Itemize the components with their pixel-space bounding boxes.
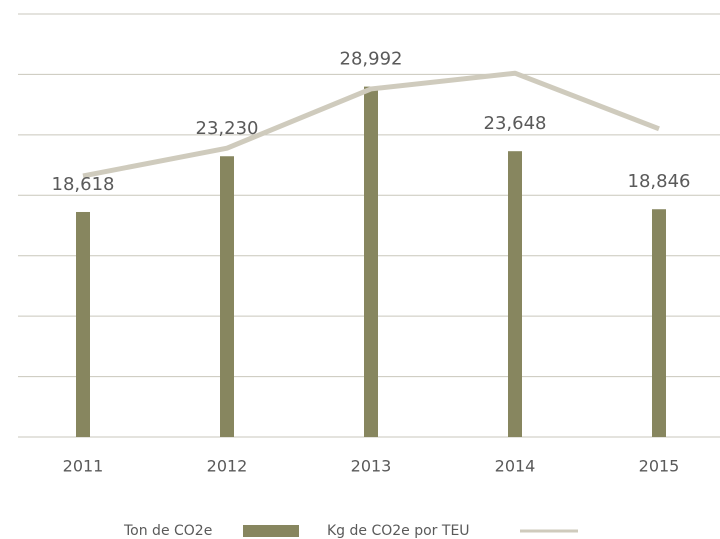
bar — [652, 209, 666, 437]
bar — [76, 211, 90, 437]
data-label: 18,846 — [628, 171, 691, 192]
line — [82, 70, 660, 179]
bar — [220, 156, 234, 438]
x-tick-label: 2014 — [495, 457, 536, 476]
x-tick-label: 2015 — [639, 457, 680, 476]
x-tick-label: 2013 — [351, 457, 392, 476]
bar — [364, 86, 378, 438]
data-label: 23,648 — [484, 113, 547, 134]
legend-label: Kg de CO2e por TEU — [327, 523, 470, 539]
legend-label: Ton de CO2e — [123, 523, 212, 539]
x-tick-label: 2012 — [207, 457, 248, 476]
legend-swatch — [243, 525, 299, 537]
x-tick-label: 2011 — [63, 457, 104, 476]
data-label: 23,230 — [196, 118, 259, 139]
data-label: 18,618 — [52, 174, 115, 195]
data-label: 28,992 — [340, 49, 403, 70]
bar — [508, 151, 522, 437]
